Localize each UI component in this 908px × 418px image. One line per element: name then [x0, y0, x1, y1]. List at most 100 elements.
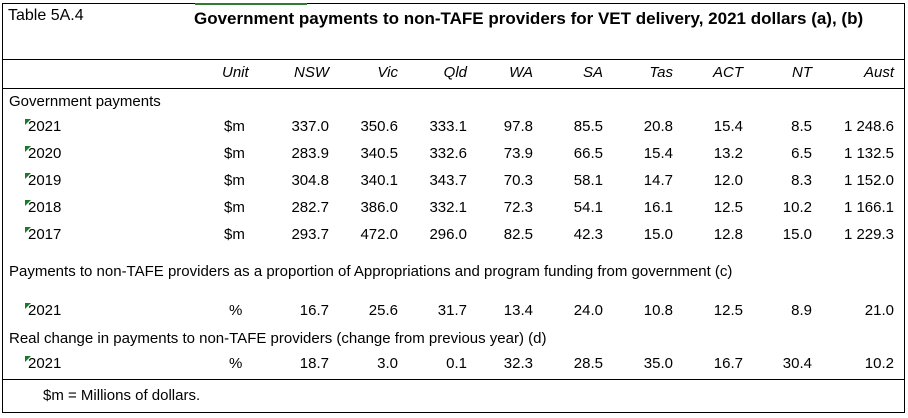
cell-nsw: 282.7: [291, 199, 329, 216]
cell-act: 12.8: [713, 226, 743, 243]
table-row: 2021 % 16.7 25.6 31.7 13.4 24.0 10.8 12.…: [0, 302, 908, 322]
cell-nsw: 16.7: [299, 302, 329, 319]
cell-qld: 0.1: [446, 355, 467, 372]
cell-tas: 20.8: [643, 118, 673, 135]
row-year: 2017: [28, 226, 62, 243]
cell-qld: 333.1: [429, 118, 467, 135]
row-year: 2021: [28, 355, 62, 372]
cell-nt: 8.5: [791, 118, 812, 135]
cell-aust: 1 248.6: [843, 118, 894, 135]
header-bottom-rule: [2, 88, 905, 89]
cell-qld: 332.6: [429, 145, 467, 162]
cell-nt: 15.0: [782, 226, 812, 243]
comment-flag-icon: [25, 173, 31, 179]
col-header-qld: Qld: [443, 64, 467, 81]
row-unit: $m: [224, 145, 245, 162]
table-row: 2017 $m 293.7 472.0 296.0 82.5 42.3 15.0…: [0, 226, 908, 246]
cell-wa: 72.3: [503, 199, 533, 216]
cell-qld: 296.0: [429, 226, 467, 243]
cell-vic: 25.6: [368, 302, 398, 319]
cell-nsw: 18.7: [299, 355, 329, 372]
cell-tas: 10.8: [643, 302, 673, 319]
row-year: 2020: [28, 145, 62, 162]
cell-vic: 340.1: [360, 172, 398, 189]
cell-wa: 32.3: [503, 355, 533, 372]
cell-sa: 24.0: [573, 302, 603, 319]
col-header-nsw: NSW: [294, 64, 329, 81]
cell-nt: 6.5: [791, 145, 812, 162]
col-header-wa: WA: [509, 64, 533, 81]
cell-vic: 340.5: [360, 145, 398, 162]
cell-qld: 343.7: [429, 172, 467, 189]
cell-wa: 13.4: [503, 302, 533, 319]
cell-act: 13.2: [713, 145, 743, 162]
cell-qld: 332.1: [429, 199, 467, 216]
cell-wa: 82.5: [503, 226, 533, 243]
table-row: 2021 $m 337.0 350.6 333.1 97.8 85.5 20.8…: [0, 118, 908, 138]
comment-flag-icon: [25, 146, 31, 152]
cell-aust: 10.2: [864, 355, 894, 372]
cell-tas: 15.0: [643, 226, 673, 243]
table-row: 2020 $m 283.9 340.5 332.6 73.9 66.5 15.4…: [0, 145, 908, 165]
comment-flag-icon: [25, 356, 31, 362]
table-row: 2021 % 18.7 3.0 0.1 32.3 28.5 35.0 16.7 …: [0, 355, 908, 375]
cell-tas: 16.1: [643, 199, 673, 216]
cell-act: 12.0: [713, 172, 743, 189]
cell-act: 16.7: [713, 355, 743, 372]
cell-vic: 386.0: [360, 199, 398, 216]
cell-vic: 472.0: [360, 226, 398, 243]
cell-sa: 54.1: [573, 199, 603, 216]
column-header-row: Unit NSW Vic Qld WA SA Tas ACT NT Aust: [0, 64, 908, 84]
comment-flag-icon: [25, 227, 31, 233]
table-frame: [2, 3, 905, 413]
cell-aust: 1 229.3: [843, 226, 894, 243]
row-unit: %: [229, 302, 243, 319]
header-top-rule: [2, 59, 905, 60]
col-header-aust: Aust: [863, 64, 894, 81]
row-unit: %: [229, 355, 243, 372]
col-header-nt: NT: [792, 64, 812, 81]
cell-qld: 31.7: [437, 302, 467, 319]
cell-sa: 85.5: [573, 118, 603, 135]
col-header-unit: Unit: [222, 64, 249, 81]
col-header-vic: Vic: [377, 64, 398, 81]
cell-nsw: 293.7: [291, 226, 329, 243]
cell-vic: 350.6: [360, 118, 398, 135]
cell-wa: 97.8: [503, 118, 533, 135]
col-header-tas: Tas: [649, 64, 673, 81]
row-unit: $m: [224, 226, 245, 243]
col-header-sa: SA: [582, 64, 603, 81]
cell-wa: 73.9: [503, 145, 533, 162]
cell-aust: 1 152.0: [843, 172, 894, 189]
cell-sa: 42.3: [573, 226, 603, 243]
cell-wa: 70.3: [503, 172, 533, 189]
row-unit: $m: [224, 172, 245, 189]
table-row: 2019 $m 304.8 340.1 343.7 70.3 58.1 14.7…: [0, 172, 908, 192]
footnote-units: $m = Millions of dollars.: [43, 387, 201, 404]
cell-nt: 8.3: [791, 172, 812, 189]
col-header-act: ACT: [713, 64, 743, 81]
cell-nsw: 283.9: [291, 145, 329, 162]
row-year: 2021: [28, 118, 62, 135]
cell-vic: 3.0: [377, 355, 398, 372]
row-year: 2021: [28, 302, 62, 319]
cell-nt: 8.9: [791, 302, 812, 319]
cell-sa: 66.5: [573, 145, 603, 162]
row-unit: $m: [224, 199, 245, 216]
cell-tas: 14.7: [643, 172, 673, 189]
section-label-government-payments: Government payments: [9, 93, 161, 110]
comment-flag-icon: [25, 119, 31, 125]
section-label-real-change: Real change in payments to non-TAFE prov…: [9, 330, 547, 347]
table-bottom-rule: [2, 379, 905, 380]
cell-nt: 10.2: [782, 199, 812, 216]
cell-nt: 30.4: [782, 355, 812, 372]
cell-act: 12.5: [713, 302, 743, 319]
table-row: 2018 $m 282.7 386.0 332.1 72.3 54.1 16.1…: [0, 199, 908, 219]
cell-aust: 1 166.1: [843, 199, 894, 216]
section-label-proportion: Payments to non-TAFE providers as a prop…: [9, 263, 733, 280]
cell-tas: 35.0: [643, 355, 673, 372]
cell-aust: 21.0: [864, 302, 894, 319]
header-accent-bar: [195, 3, 307, 5]
comment-flag-icon: [25, 200, 31, 206]
cell-act: 12.5: [713, 199, 743, 216]
